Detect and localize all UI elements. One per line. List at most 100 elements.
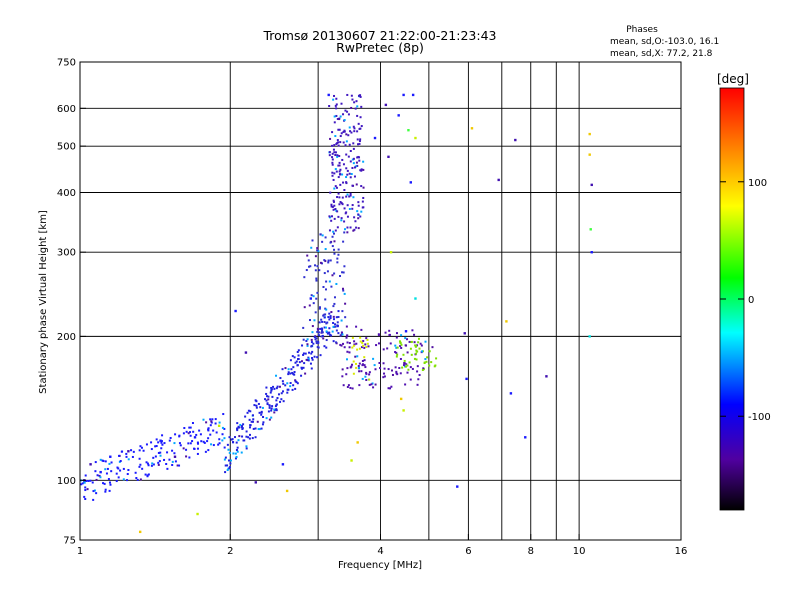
cluster-point bbox=[337, 253, 340, 256]
cluster-point bbox=[332, 340, 335, 343]
cluster-point bbox=[286, 382, 289, 385]
cluster-point bbox=[395, 351, 398, 354]
cluster-point bbox=[130, 449, 133, 452]
cluster-point bbox=[416, 365, 419, 368]
cluster-point bbox=[346, 231, 349, 234]
cluster-point bbox=[338, 118, 341, 121]
cluster-point bbox=[325, 339, 328, 342]
cluster-point bbox=[281, 368, 284, 371]
cluster-point bbox=[341, 375, 344, 378]
cluster-point bbox=[357, 217, 360, 220]
cluster-point bbox=[333, 187, 336, 190]
cluster-point bbox=[235, 455, 238, 458]
cluster-point bbox=[336, 257, 339, 260]
cluster-point bbox=[192, 430, 195, 433]
scatter-point bbox=[509, 392, 513, 395]
cluster-point bbox=[207, 427, 210, 430]
cluster-point bbox=[355, 226, 358, 229]
cluster-point bbox=[424, 358, 427, 361]
cluster-point bbox=[200, 440, 203, 443]
cluster-point bbox=[343, 188, 346, 191]
cluster-point bbox=[360, 125, 363, 128]
cluster-point bbox=[323, 326, 326, 329]
cluster-point bbox=[402, 364, 405, 367]
cluster-point bbox=[325, 322, 328, 325]
cluster-point bbox=[340, 333, 343, 336]
cluster-point bbox=[108, 462, 111, 465]
cluster-point bbox=[280, 398, 283, 401]
cluster-point bbox=[413, 333, 416, 336]
cluster-point bbox=[144, 473, 147, 476]
cluster-point bbox=[318, 321, 321, 324]
x-tick-label-6: 16 bbox=[675, 546, 688, 557]
cluster-point bbox=[214, 422, 217, 425]
cluster-point bbox=[196, 452, 199, 455]
cluster-point bbox=[411, 367, 414, 370]
cluster-point bbox=[253, 404, 256, 407]
cluster-point bbox=[349, 194, 352, 197]
cluster-point bbox=[243, 439, 246, 442]
cluster-point bbox=[247, 436, 250, 439]
cluster-point bbox=[421, 369, 424, 372]
cluster-point bbox=[314, 264, 317, 267]
cluster-point bbox=[317, 342, 320, 345]
cluster-point bbox=[351, 336, 354, 339]
cluster-point bbox=[332, 199, 335, 202]
cluster-point bbox=[363, 346, 366, 349]
cluster-point bbox=[171, 460, 174, 463]
cluster-point bbox=[410, 353, 413, 356]
cluster-point bbox=[325, 280, 328, 283]
cluster-point bbox=[147, 473, 150, 476]
cluster-point bbox=[394, 344, 397, 347]
cluster-point bbox=[157, 441, 160, 444]
cluster-point bbox=[316, 247, 319, 250]
cluster-point bbox=[246, 411, 249, 414]
cluster-point bbox=[120, 450, 123, 453]
cluster-point bbox=[337, 248, 340, 251]
cluster-point bbox=[145, 461, 148, 464]
y-tick-label-0: 75 bbox=[63, 536, 76, 547]
cluster-point bbox=[224, 471, 227, 474]
cluster-point bbox=[275, 403, 278, 406]
cluster-point bbox=[396, 353, 399, 356]
cluster-point bbox=[334, 185, 337, 188]
cluster-point bbox=[171, 449, 174, 452]
cluster-point bbox=[195, 433, 198, 436]
cluster-point bbox=[333, 302, 336, 305]
cluster-point bbox=[333, 217, 336, 220]
cluster-point bbox=[321, 240, 324, 243]
cluster-point bbox=[311, 350, 314, 353]
cluster-point bbox=[404, 383, 407, 386]
cluster-point bbox=[325, 308, 328, 311]
cluster-point bbox=[335, 114, 338, 117]
cluster-point bbox=[368, 373, 371, 376]
cluster-point bbox=[349, 386, 352, 389]
scatter-points bbox=[80, 93, 593, 534]
cluster-point bbox=[223, 437, 226, 440]
cluster-point bbox=[346, 334, 349, 337]
cluster-point bbox=[349, 149, 352, 152]
cluster-point bbox=[329, 316, 332, 319]
cluster-point bbox=[163, 458, 166, 461]
cluster-point bbox=[342, 181, 345, 184]
cluster-point bbox=[317, 340, 320, 343]
cluster-point bbox=[350, 131, 353, 134]
cluster-point bbox=[254, 399, 257, 402]
colorbar-ticks: 100 0 -100 bbox=[720, 178, 771, 423]
cluster-point bbox=[349, 160, 352, 163]
cluster-point bbox=[344, 316, 347, 319]
cluster-point bbox=[245, 445, 248, 448]
cluster-point bbox=[330, 205, 333, 208]
cluster-point bbox=[303, 362, 306, 365]
cluster-point bbox=[353, 175, 356, 178]
cluster-point bbox=[336, 117, 339, 120]
cluster-point bbox=[312, 302, 315, 305]
cluster-point bbox=[339, 183, 342, 186]
cluster-point bbox=[329, 191, 332, 194]
cluster-point bbox=[362, 196, 365, 199]
cluster-point bbox=[358, 347, 361, 350]
cluster-point bbox=[404, 365, 407, 368]
cluster-point bbox=[338, 196, 341, 199]
cluster-point bbox=[332, 325, 335, 328]
cluster-point bbox=[349, 130, 352, 133]
